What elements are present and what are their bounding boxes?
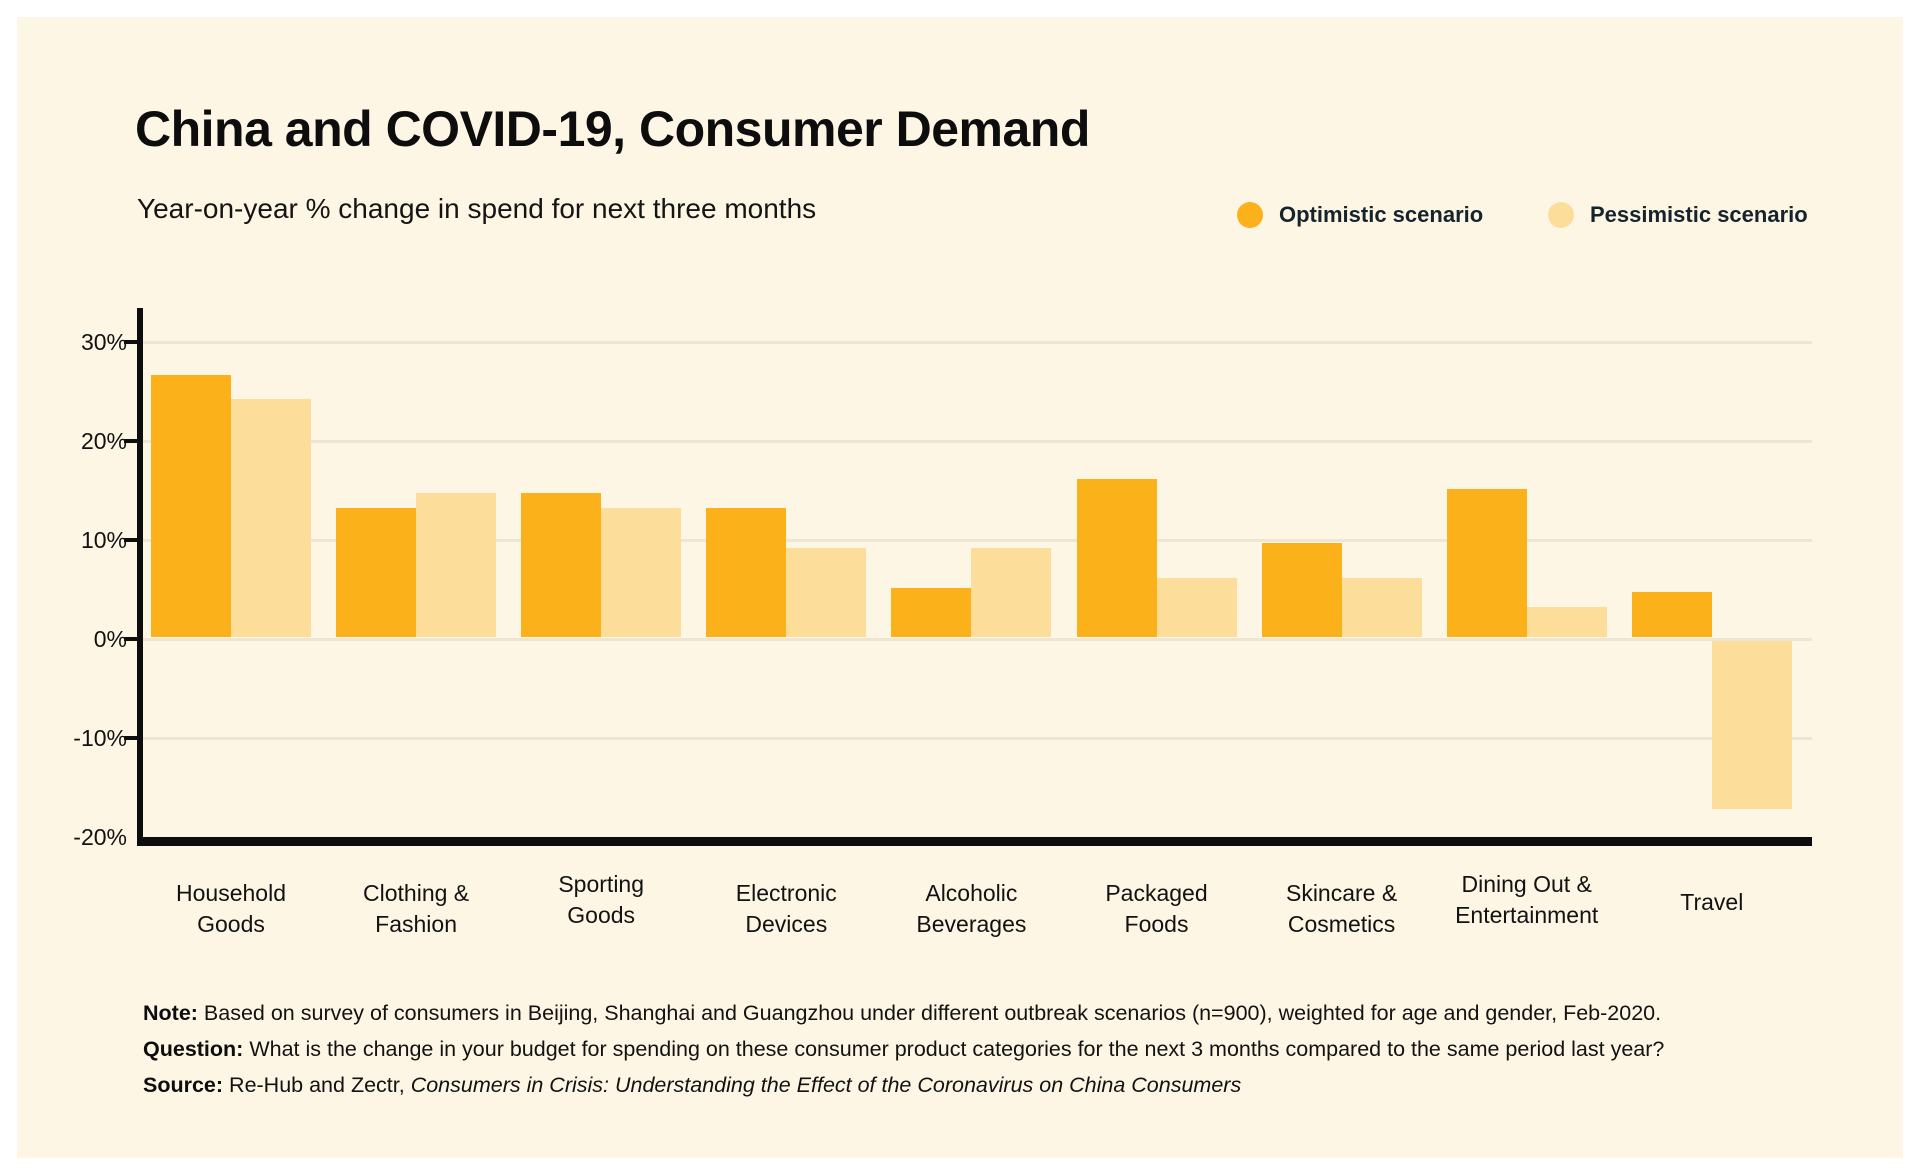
note-lead: Note: — [143, 1001, 198, 1025]
category-label-line: Goods — [197, 911, 265, 937]
bar-pessimistic-1 — [416, 493, 497, 637]
category-label-line: Foods — [1124, 911, 1189, 937]
gridline--10% — [143, 737, 1812, 740]
category-label-line: Sporting — [558, 871, 645, 897]
y-axis-label: 10% — [80, 527, 127, 553]
category-label-line: Clothing & — [363, 880, 470, 906]
category-label-line: Goods — [567, 902, 636, 928]
y-axis-tick-30% — [124, 340, 137, 344]
bar-optimistic-5 — [1076, 478, 1157, 637]
bar-optimistic-3 — [706, 508, 787, 637]
category-label-4: Alcoholic Beverages — [856, 878, 1086, 940]
category-label-line: Skincare & — [1285, 880, 1398, 906]
category-label-line: Alcoholic — [925, 880, 1018, 906]
y-axis-line — [137, 308, 143, 846]
y-axis-label: 30% — [80, 329, 127, 355]
footnotes: Note: Based on survey of consumers in Be… — [143, 995, 1783, 1103]
page-title: China and COVID-19, Consumer Demand — [135, 101, 1090, 157]
gridline-10% — [143, 539, 1812, 542]
legend-item-optimistic: Optimistic scenario — [1237, 202, 1483, 228]
legend-label-pessimistic: Pessimistic scenario — [1590, 202, 1808, 227]
gridline-30% — [143, 341, 1812, 344]
source-lead: Source: — [143, 1073, 224, 1097]
bar-optimistic-8 — [1631, 592, 1712, 637]
source-text: Re-Hub and Zectr, — [223, 1073, 411, 1097]
category-label-line: Electronic — [735, 880, 837, 906]
y-axis-tick--10% — [124, 736, 137, 740]
note-line: Note: Based on survey of consumers in Be… — [143, 995, 1783, 1031]
source-line: Source: Re-Hub and Zectr, Consumers in C… — [143, 1067, 1783, 1103]
bar-optimistic-0 — [151, 374, 231, 637]
gridline-0% — [143, 638, 1812, 641]
category-label-line: Entertainment — [1455, 902, 1599, 928]
category-label-line: Travel — [1680, 889, 1744, 915]
category-label-3: Electronic Devices — [671, 878, 901, 940]
note-text: Based on survey of consumers in Beijing,… — [197, 1001, 1662, 1025]
bar-optimistic-2 — [521, 493, 602, 637]
legend-item-pessimistic: Pessimistic scenario — [1548, 202, 1808, 228]
question-text: What is the change in your budget for sp… — [243, 1037, 1665, 1061]
bar-pessimistic-8 — [1711, 641, 1792, 810]
y-axis-label: -10% — [73, 725, 127, 751]
category-label-line: Household — [176, 880, 286, 906]
category-label-5: Packaged Foods — [1042, 878, 1272, 940]
y-axis-tick-0% — [124, 637, 137, 641]
bar-pessimistic-4 — [971, 547, 1052, 637]
bar-pessimistic-3 — [786, 547, 867, 637]
y-axis-tick-10% — [124, 538, 137, 542]
x-axis-line — [137, 837, 1812, 846]
category-label-8: Travel — [1597, 887, 1827, 918]
legend-label-optimistic: Optimistic scenario — [1279, 202, 1484, 227]
category-label-line: Packaged — [1105, 880, 1208, 906]
category-label-6: Skincare & Cosmetics — [1227, 878, 1457, 940]
question-lead: Question: — [143, 1037, 244, 1061]
bar-optimistic-4 — [891, 587, 972, 637]
y-axis-label: 0% — [93, 626, 127, 652]
category-label-0: Household Goods — [116, 878, 346, 940]
optimistic-legend-dot-icon — [1237, 202, 1263, 228]
category-label-line: Fashion — [375, 911, 457, 937]
bar-optimistic-7 — [1446, 488, 1527, 637]
bar-pessimistic-2 — [601, 508, 682, 637]
category-label-1: Clothing & Fashion — [301, 878, 531, 940]
chart-subtitle: Year-on-year % change in spend for next … — [137, 193, 817, 224]
bar-pessimistic-5 — [1156, 577, 1237, 637]
category-label-line: Devices — [745, 911, 828, 937]
y-axis-tick-20% — [124, 439, 137, 443]
bar-pessimistic-0 — [231, 399, 311, 637]
question-line: Question: What is the change in your bud… — [143, 1031, 1783, 1067]
source-citation: Consumers in Crisis: Understanding the E… — [410, 1073, 1242, 1097]
category-label-2: Sporting Goods — [486, 869, 716, 931]
pessimistic-legend-dot-icon — [1548, 202, 1574, 228]
category-label-line: Dining Out & — [1461, 871, 1592, 897]
bar-pessimistic-6 — [1341, 577, 1422, 637]
bar-optimistic-1 — [336, 508, 417, 637]
gridline-20% — [143, 440, 1812, 443]
category-label-line: Cosmetics — [1287, 911, 1396, 937]
bar-optimistic-6 — [1261, 542, 1342, 637]
category-label-line: Beverages — [916, 911, 1027, 937]
y-axis-label: -20% — [73, 824, 127, 850]
category-label-7: Dining Out & Entertainment — [1412, 869, 1642, 931]
y-axis-label: 20% — [80, 428, 127, 454]
bar-pessimistic-7 — [1526, 607, 1607, 637]
